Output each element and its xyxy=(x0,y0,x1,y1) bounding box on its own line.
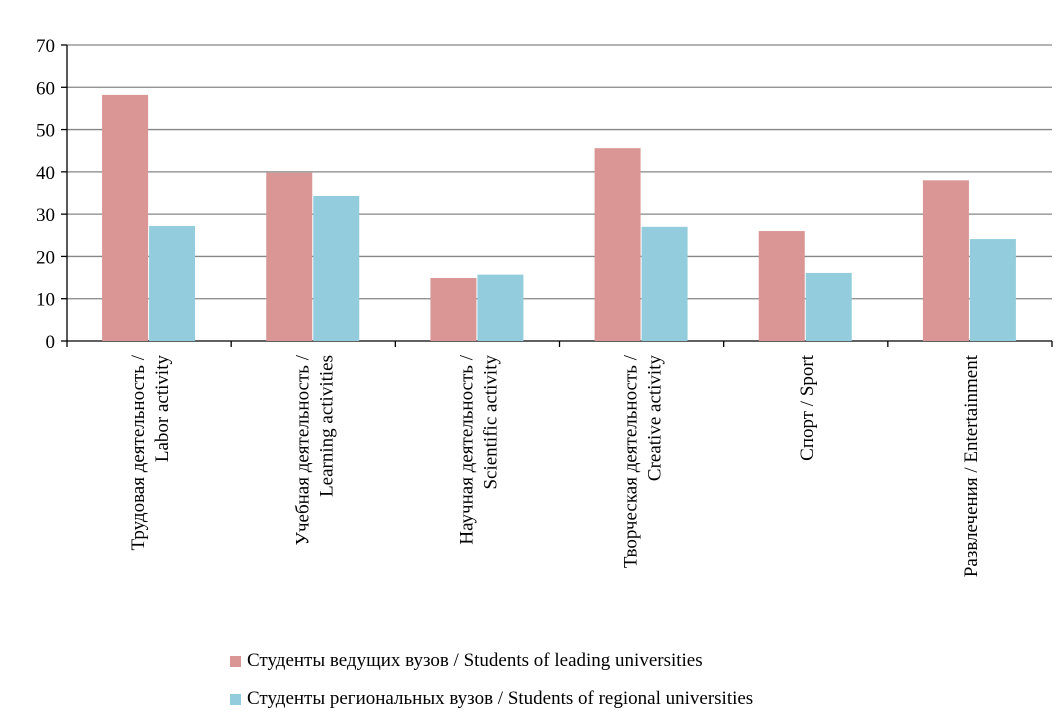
x-category-label: Развлечения / Entertainment xyxy=(961,354,982,577)
bar-leading xyxy=(102,94,149,341)
bar-regional xyxy=(149,225,196,341)
legend-swatch-regional xyxy=(230,693,241,705)
bar-regional xyxy=(477,274,524,341)
x-category-label: Creative activity xyxy=(645,355,666,482)
y-tick-label: 0 xyxy=(46,332,56,353)
bar-regional xyxy=(313,195,360,341)
legend-item-leading: Студенты ведущих вузов / Students of lea… xyxy=(230,650,703,672)
x-category-label: Учебная деятельность / xyxy=(292,354,313,545)
y-tick-label: 70 xyxy=(36,36,55,57)
y-tick-label: 50 xyxy=(36,121,55,142)
x-category-label: Творческая деятельность / xyxy=(621,354,642,568)
legend-label-leading: Студенты ведущих вузов / Students of lea… xyxy=(247,650,703,671)
y-tick-label: 60 xyxy=(36,78,55,99)
bar-regional xyxy=(805,272,852,341)
y-tick-label: 30 xyxy=(36,205,55,226)
bar-leading xyxy=(922,180,969,341)
bar-leading xyxy=(430,277,477,341)
y-tick-label: 20 xyxy=(36,247,55,268)
bar-leading xyxy=(594,148,641,341)
x-category-label: Спорт / Sport xyxy=(797,354,818,461)
x-category-label: Labor activity xyxy=(152,355,173,463)
legend-swatch-leading xyxy=(230,655,241,667)
legend-label-regional: Студенты региональных вузов / Students o… xyxy=(247,688,754,709)
x-category-label: Трудовая деятельность / xyxy=(128,354,149,550)
y-tick-label: 40 xyxy=(36,163,55,184)
bar-leading xyxy=(266,172,313,341)
y-tick-label: 10 xyxy=(36,290,55,311)
bar-regional xyxy=(969,239,1016,341)
bar-regional xyxy=(641,226,688,341)
bar-leading xyxy=(758,231,805,341)
bar-chart: 0 10 20 30 40 50 60 70 Трудовая деятельность / La… xyxy=(36,36,1053,577)
x-category-label: Learning activities xyxy=(316,355,337,497)
x-category-label: Научная деятельность / xyxy=(456,354,477,544)
legend-item-regional: Студенты региональных вузов / Students o… xyxy=(230,688,753,710)
x-category-label: Scientific activity xyxy=(480,355,501,490)
